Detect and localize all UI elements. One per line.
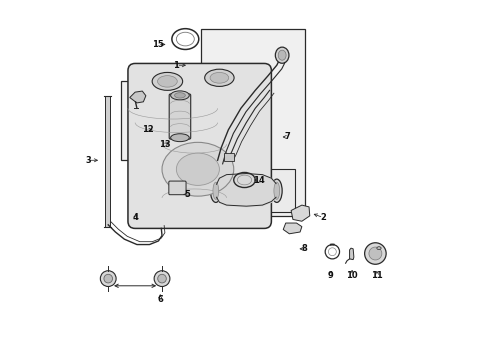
Bar: [201, 30, 305, 216]
Circle shape: [158, 274, 166, 283]
Ellipse shape: [157, 76, 177, 87]
Polygon shape: [290, 205, 309, 221]
Bar: [121, 81, 198, 160]
Ellipse shape: [212, 182, 218, 199]
Ellipse shape: [273, 182, 279, 199]
Ellipse shape: [210, 179, 221, 202]
Circle shape: [364, 243, 386, 264]
Ellipse shape: [152, 72, 182, 90]
Text: 11: 11: [370, 270, 382, 279]
Text: 6: 6: [157, 294, 163, 303]
Ellipse shape: [376, 247, 380, 249]
Circle shape: [100, 271, 116, 287]
Circle shape: [104, 274, 112, 283]
Ellipse shape: [174, 93, 185, 98]
FancyBboxPatch shape: [169, 94, 190, 139]
Ellipse shape: [204, 69, 234, 86]
Circle shape: [154, 271, 169, 287]
Ellipse shape: [170, 91, 189, 100]
Text: 4: 4: [132, 213, 138, 222]
FancyBboxPatch shape: [128, 63, 271, 228]
Ellipse shape: [275, 47, 288, 63]
FancyBboxPatch shape: [168, 181, 185, 195]
Text: 2: 2: [320, 213, 325, 222]
Bar: [204, 169, 294, 212]
Polygon shape: [283, 223, 301, 234]
Text: 5: 5: [184, 190, 190, 199]
Circle shape: [368, 247, 381, 260]
Ellipse shape: [170, 134, 189, 141]
Text: 1: 1: [173, 61, 179, 70]
Bar: [105, 96, 109, 226]
Text: 13: 13: [159, 140, 170, 149]
Ellipse shape: [278, 50, 285, 60]
Text: 12: 12: [142, 125, 153, 134]
Polygon shape: [349, 248, 353, 260]
Text: 9: 9: [327, 270, 333, 279]
Polygon shape: [129, 91, 145, 103]
Text: 10: 10: [346, 270, 357, 279]
Text: 15: 15: [152, 40, 163, 49]
Text: 7: 7: [284, 132, 290, 141]
Ellipse shape: [162, 142, 233, 196]
Text: 8: 8: [301, 244, 307, 253]
Ellipse shape: [210, 72, 228, 83]
Ellipse shape: [271, 179, 282, 202]
Ellipse shape: [176, 153, 219, 185]
Bar: [223, 153, 233, 161]
Text: 14: 14: [252, 176, 264, 185]
Text: 3: 3: [85, 156, 91, 165]
